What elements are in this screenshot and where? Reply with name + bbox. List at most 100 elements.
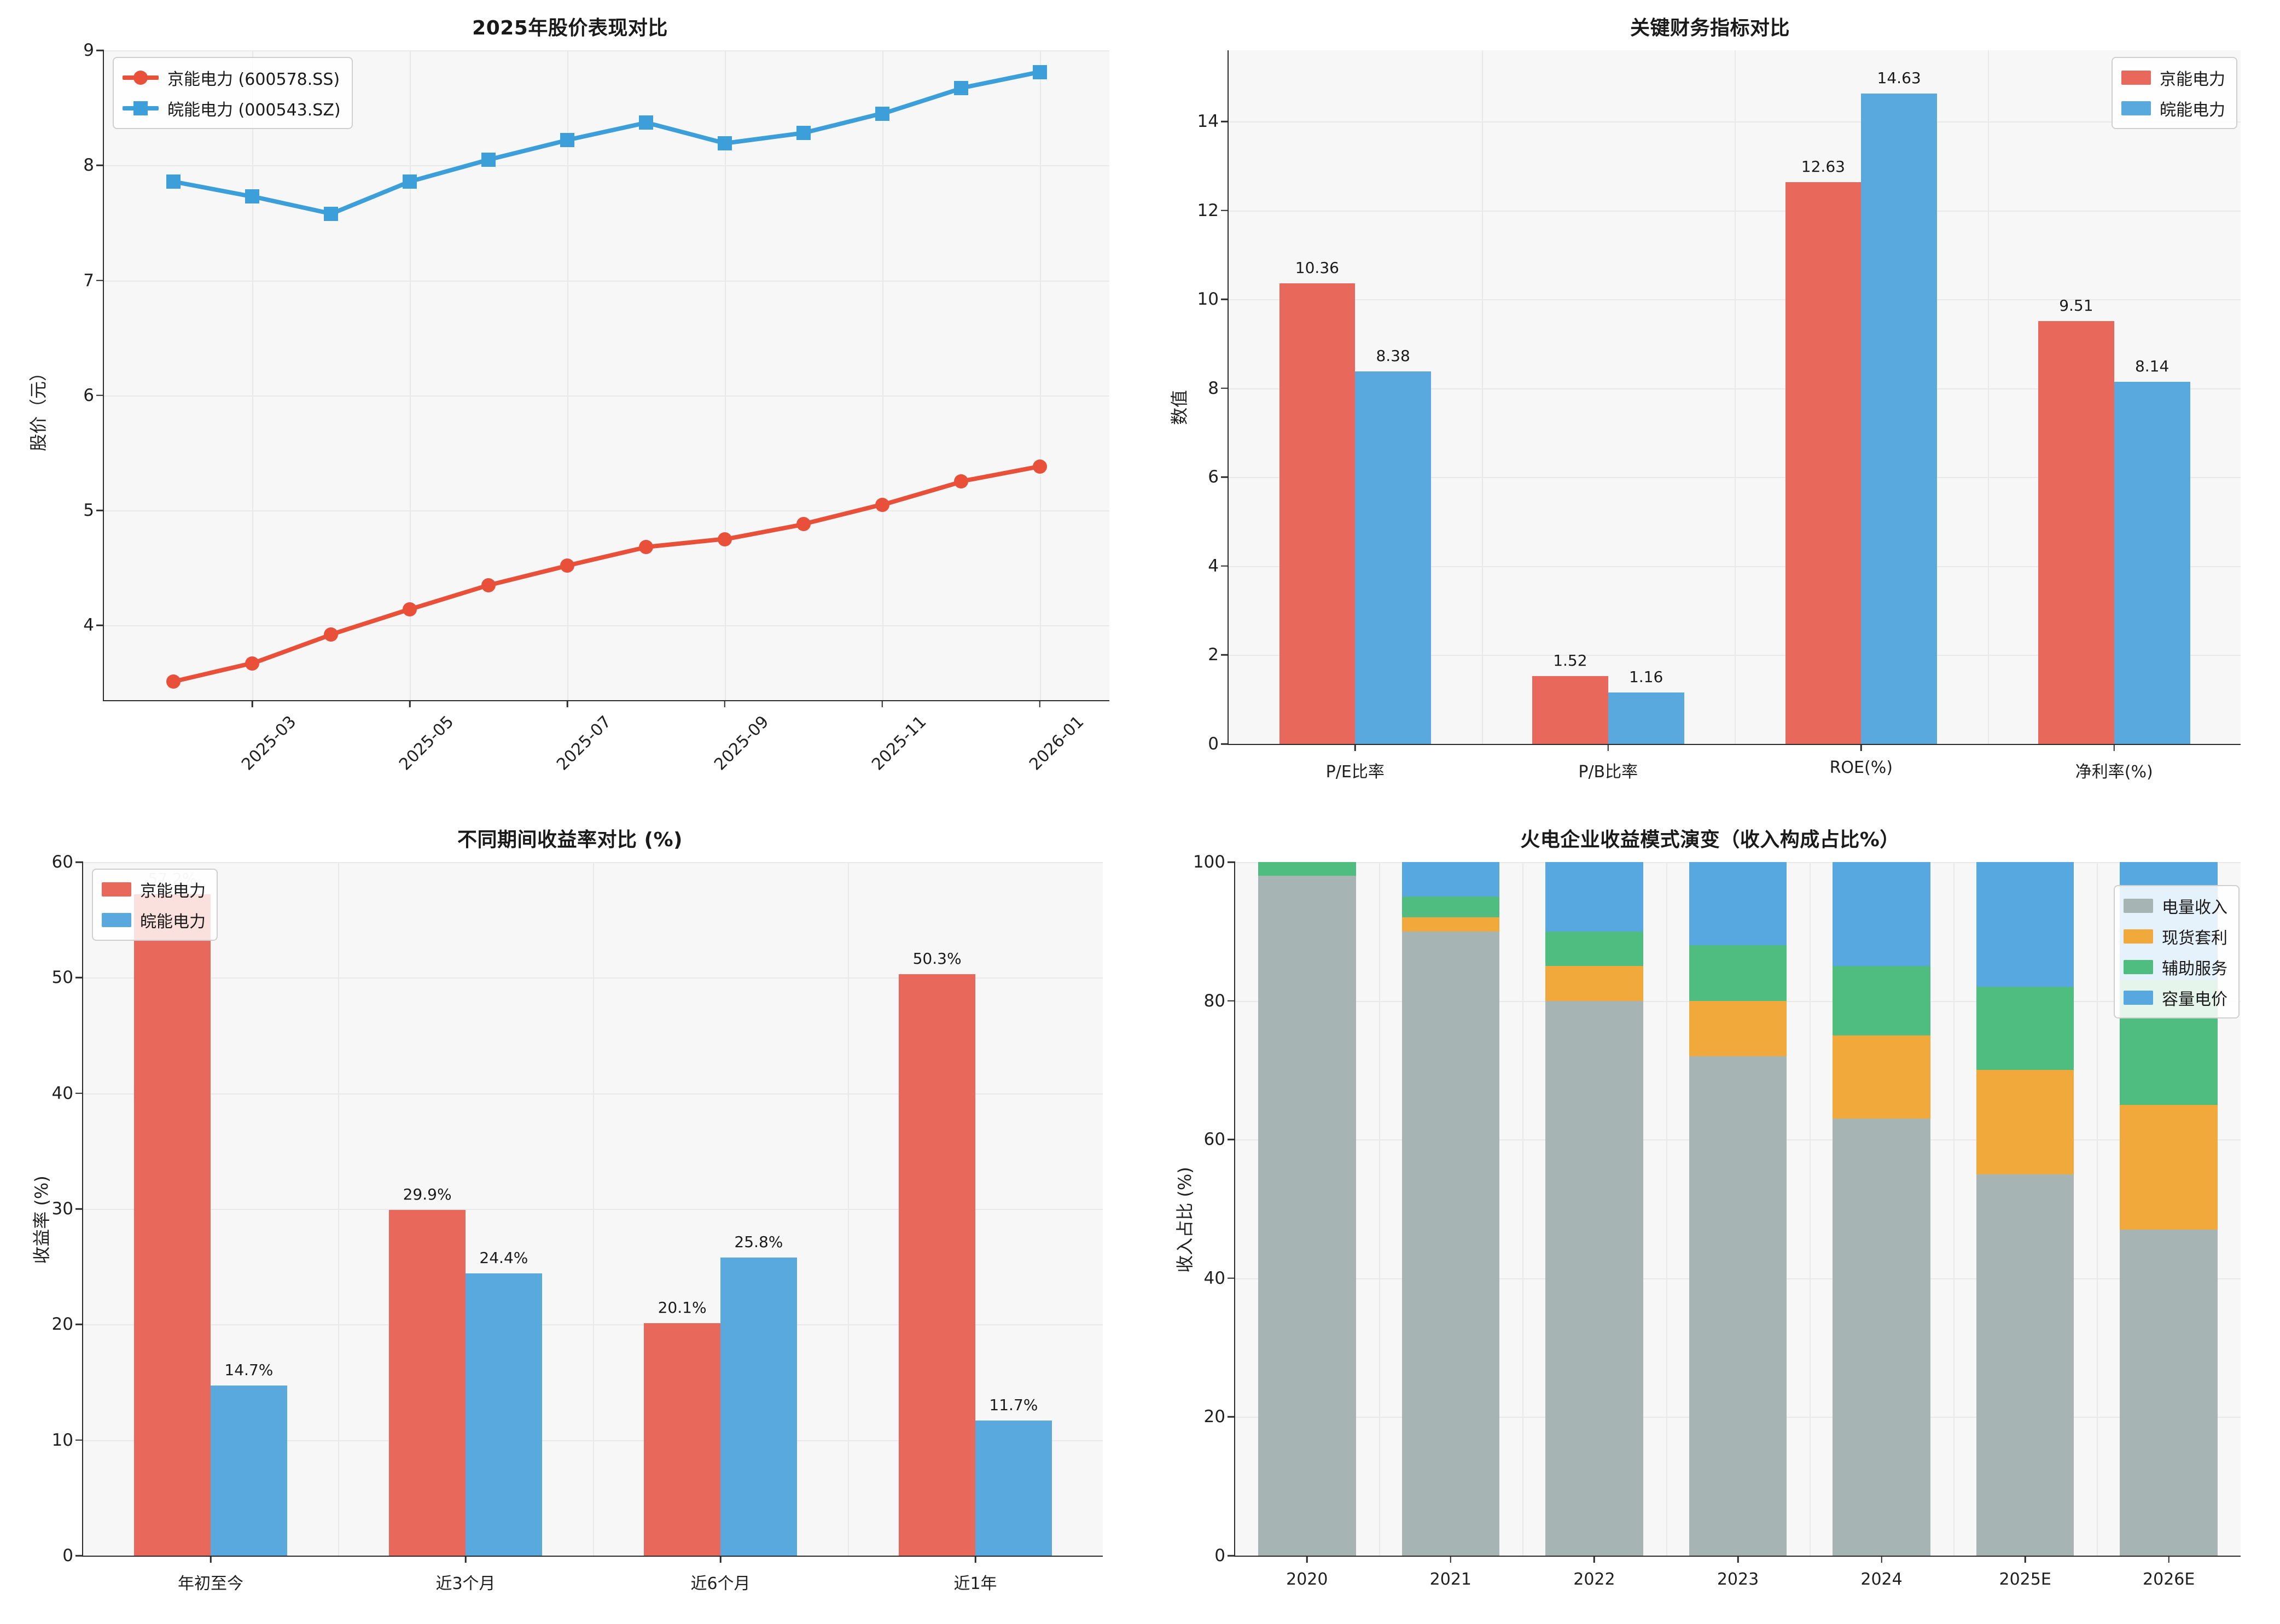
line-segment <box>645 120 725 146</box>
legend-swatch-capacity-icon <box>2124 991 2153 1005</box>
bar-jingneng <box>1279 283 1356 744</box>
gridline-vertical <box>1987 50 1989 744</box>
legend-label-spot: 现货套利 <box>2162 929 2227 948</box>
legend-label-wanneng: 皖能电力 <box>2160 101 2225 120</box>
legend-row-spot: 现货套利 <box>2124 924 2227 948</box>
y-axis-tick-mark <box>1221 476 1229 478</box>
data-point-wanneng <box>875 106 889 121</box>
x-axis-tick-label: 年初至今 <box>178 1574 243 1593</box>
stack-segment <box>1401 916 1500 932</box>
legend-swatch-wanneng-icon <box>2121 101 2151 115</box>
stack-segment <box>1545 861 1643 932</box>
line-segment <box>802 111 883 136</box>
legend-swatch-electricity-icon <box>2124 899 2153 913</box>
revenue-legend: 电量收入 现货套利 辅助服务 容量电价 <box>2114 885 2240 1018</box>
stack-segment <box>1689 1055 1787 1556</box>
stacked-bar <box>1976 861 2074 1556</box>
data-point-wanneng <box>717 136 732 151</box>
legend-row-capacity: 容量电价 <box>2124 986 2227 1010</box>
bar-value-label: 11.7% <box>989 1395 1038 1414</box>
gridline-vertical <box>2097 862 2098 1556</box>
y-axis-tick-mark <box>1228 1277 1235 1279</box>
gridline-vertical <box>1522 862 1524 1556</box>
x-axis-tick-mark <box>881 700 883 707</box>
gridline-vertical <box>1810 862 1811 1556</box>
data-point-wanneng <box>560 133 575 147</box>
y-axis-tick-mark <box>96 509 104 511</box>
line-segment <box>409 583 490 612</box>
y-axis-tick-mark <box>1228 1138 1235 1140</box>
x-axis-tick-label: 2020 <box>1286 1570 1328 1589</box>
stacked-bar <box>1401 861 1500 1556</box>
bar-wanneng <box>211 1386 287 1556</box>
x-axis-tick-label: 2025-05 <box>395 712 458 775</box>
data-point-wanneng <box>166 174 181 189</box>
x-axis-tick-label: 2026-01 <box>1025 712 1088 775</box>
gridline-vertical <box>724 50 726 700</box>
legend-label-ancillary: 辅助服务 <box>2162 959 2227 979</box>
y-axis-tick-mark <box>96 394 104 397</box>
y-axis-tick-mark <box>1221 387 1229 389</box>
line-segment <box>881 479 962 507</box>
x-axis-tick-mark <box>1881 1556 1882 1563</box>
x-axis-tick-label: 2021 <box>1429 1570 1472 1589</box>
x-axis-tick-mark <box>1737 1556 1739 1563</box>
x-axis-tick-label: 近1年 <box>953 1574 997 1593</box>
bar-jingneng <box>2038 321 2114 744</box>
y-axis-tick-mark <box>75 1439 83 1441</box>
y-axis-tick-mark <box>1228 1416 1235 1418</box>
legend-swatch-spot-icon <box>2124 929 2153 944</box>
line-segment <box>881 86 962 116</box>
line-segment <box>330 607 411 637</box>
gridline-vertical <box>848 862 849 1556</box>
x-axis-tick-mark <box>1450 1556 1452 1563</box>
x-axis-tick-mark <box>2113 744 2115 751</box>
metrics-y-axis-label: 数值 <box>1169 390 1190 426</box>
legend-label-jingneng: 京能电力 <box>140 882 206 901</box>
legend-row-jingneng: 京能电力 <box>2121 66 2225 90</box>
x-axis-tick-label: 近6个月 <box>690 1574 751 1593</box>
stack-segment <box>1545 965 1643 1001</box>
stack-segment <box>1833 1117 1930 1556</box>
y-axis-tick-mark <box>1221 120 1229 123</box>
y-axis-tick-mark <box>1228 861 1235 863</box>
x-axis-tick-mark <box>2168 1556 2170 1563</box>
x-axis-tick-label: 2025-03 <box>238 712 300 775</box>
y-axis-tick-label: 10 <box>51 1430 73 1450</box>
data-point-jingneng <box>245 656 260 671</box>
legend-swatch-ancillary-icon <box>2124 960 2153 974</box>
y-axis-tick-mark <box>75 1324 83 1325</box>
stack-segment <box>1976 1069 2074 1174</box>
y-axis-tick-label: 20 <box>51 1314 73 1335</box>
y-axis-tick-label: 80 <box>1203 991 1225 1011</box>
bar-wanneng <box>1861 93 1937 744</box>
stack-segment <box>1976 986 2074 1070</box>
line-segment <box>961 464 1040 484</box>
gridline-horizontal <box>104 625 1109 627</box>
price-chart-title: 2025年股价表现对比 <box>472 17 668 39</box>
gridline-vertical <box>1735 50 1736 744</box>
data-point-wanneng <box>1032 65 1047 79</box>
y-axis-tick-label: 30 <box>51 1199 73 1219</box>
bar-value-label: 24.4% <box>479 1249 528 1267</box>
bar-wanneng <box>1355 371 1431 744</box>
y-axis-tick-label: 4 <box>1208 556 1219 576</box>
y-axis-tick-label: 12 <box>1197 200 1219 220</box>
data-point-wanneng <box>403 174 417 189</box>
stack-segment <box>2120 1103 2218 1230</box>
y-axis-tick-label: 50 <box>51 968 73 988</box>
line-segment <box>330 179 411 216</box>
gridline-vertical <box>1481 50 1483 744</box>
y-axis-tick-label: 4 <box>83 615 94 636</box>
x-axis-tick-label: 2026E <box>2143 1570 2195 1589</box>
data-point-jingneng <box>403 602 417 616</box>
data-point-jingneng <box>796 517 811 532</box>
y-axis-tick-mark <box>1221 298 1229 300</box>
legend-swatch-jingneng-icon <box>2121 71 2151 85</box>
stack-segment <box>1976 1173 2074 1556</box>
line-segment <box>252 194 331 216</box>
y-axis-tick-mark <box>96 49 104 51</box>
x-axis-tick-label: P/B比率 <box>1578 762 1638 782</box>
gridline-horizontal <box>104 165 1109 167</box>
bar-wanneng <box>720 1257 797 1556</box>
